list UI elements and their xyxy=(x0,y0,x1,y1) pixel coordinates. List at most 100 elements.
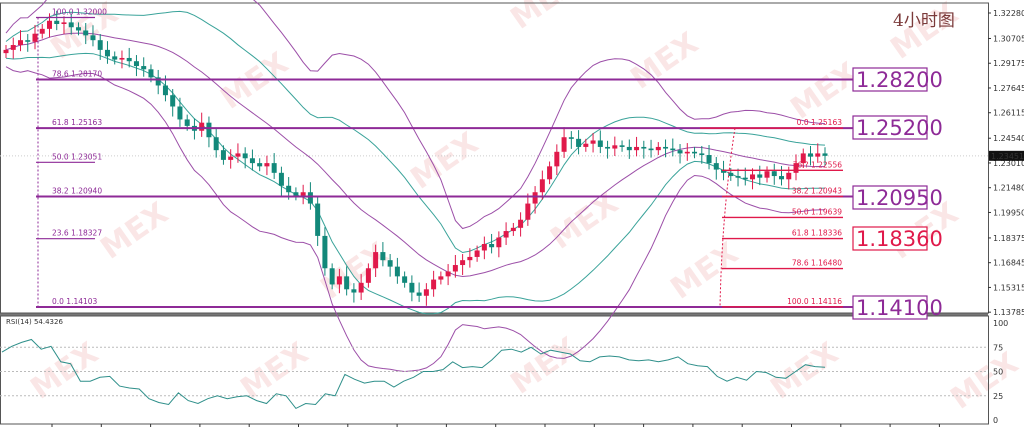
candle-body xyxy=(648,148,654,151)
candle-body xyxy=(460,260,466,266)
rsi-label: RSI(14) 54.4326 xyxy=(6,318,63,326)
candle-body xyxy=(663,146,669,149)
candle-body xyxy=(583,143,589,147)
candle-body xyxy=(525,203,531,220)
candle-body xyxy=(119,57,125,60)
watermark-logo: MEX xyxy=(505,0,585,37)
fib-right-label: 78.6 1.16480 xyxy=(792,259,842,268)
fib-right-label: 61.8 1.18336 xyxy=(792,229,842,238)
watermark-logo: MEX xyxy=(405,126,485,197)
candle-body xyxy=(481,244,487,251)
watermark-logo: MEX xyxy=(945,346,1024,417)
candle-body xyxy=(32,33,38,42)
candle-body xyxy=(764,171,770,178)
candle-body xyxy=(728,172,734,177)
candle-body xyxy=(126,57,132,62)
candle-body xyxy=(590,140,596,144)
candle-body xyxy=(503,231,509,238)
bollinger-inner-lower xyxy=(5,52,826,315)
watermark-logo: MEX xyxy=(95,196,175,267)
candle-body xyxy=(329,268,335,285)
candle-body xyxy=(351,289,357,293)
candle-body xyxy=(409,282,415,293)
price-tick-label: 1.29175 xyxy=(993,59,1024,68)
current-price-tag xyxy=(989,150,1024,161)
candle-body xyxy=(155,77,161,86)
rsi-tick-label: 0 xyxy=(993,416,998,425)
candle-body xyxy=(336,276,342,285)
rsi-tick-label: 50 xyxy=(993,368,1003,377)
candle-body xyxy=(605,146,611,149)
chart-title: 4小时图 xyxy=(893,11,955,31)
price-tick-label: 1.16845 xyxy=(993,259,1024,268)
candle-body xyxy=(199,122,205,131)
candle-body xyxy=(539,179,545,193)
candle-body xyxy=(684,151,690,154)
candle-body xyxy=(141,66,147,70)
price-tick-label: 1.30705 xyxy=(993,34,1024,43)
candle-body xyxy=(568,137,574,139)
candle-body xyxy=(815,153,821,157)
candle-body xyxy=(808,153,814,157)
candle-body xyxy=(692,151,698,154)
candle-body xyxy=(423,289,429,296)
fib-left-label: 0.0 1.14103 xyxy=(52,297,98,306)
candle-body xyxy=(547,166,553,180)
candle-body xyxy=(264,163,270,167)
candle-body xyxy=(68,22,74,28)
candle-body xyxy=(554,151,560,167)
bollinger-middle xyxy=(5,32,826,278)
candle-body xyxy=(576,138,582,147)
price-tick-label: 1.24540 xyxy=(993,134,1024,143)
candle-body xyxy=(619,145,625,147)
candle-body xyxy=(206,122,212,138)
fib-left-label: 23.6 1.18327 xyxy=(52,229,102,238)
candle-body xyxy=(532,192,538,204)
candle-body xyxy=(713,163,719,170)
key-level-box xyxy=(852,295,928,320)
candle-body xyxy=(779,176,785,180)
candle-body xyxy=(641,146,647,149)
candle-body xyxy=(387,260,393,267)
key-level-box xyxy=(852,115,928,140)
candle-body xyxy=(750,174,756,180)
candle-body xyxy=(474,250,480,257)
candle-body xyxy=(373,252,379,269)
candle-body xyxy=(721,169,727,173)
candle-body xyxy=(3,49,9,54)
fib-left-label: 100.0 1.32000 xyxy=(52,8,107,17)
candle-body xyxy=(184,119,190,126)
candle-body xyxy=(83,30,89,36)
fib-right-label: 50.0 1.19639 xyxy=(792,207,842,216)
candle-body xyxy=(438,276,444,280)
bollinger-inner-upper xyxy=(5,10,826,254)
candle-body xyxy=(39,28,45,34)
key-level-label: 1.28200 xyxy=(856,68,943,92)
candle-body xyxy=(445,271,451,277)
fib-left-label: 50.0 1.23051 xyxy=(52,152,102,161)
candle-body xyxy=(699,153,705,156)
price-tick-label: 1.23010 xyxy=(993,159,1024,168)
candle-body xyxy=(249,158,255,164)
key-level-label: 1.14100 xyxy=(856,296,943,320)
key-level-label: 1.20950 xyxy=(856,186,943,210)
key-level-label: 1.25200 xyxy=(856,116,943,140)
candle-body xyxy=(257,163,263,167)
candle-body xyxy=(742,177,748,180)
candle-body xyxy=(271,163,277,173)
candle-body xyxy=(735,176,741,178)
candle-body xyxy=(496,237,502,248)
candle-body xyxy=(634,146,640,151)
fib-left-label: 61.8 1.25163 xyxy=(52,118,102,127)
main-panel-frame xyxy=(0,2,989,314)
price-tick-label: 1.32280 xyxy=(993,9,1024,18)
candle-body xyxy=(170,95,176,107)
candle-body xyxy=(670,148,676,151)
candle-body xyxy=(561,137,567,152)
candle-body xyxy=(489,244,495,248)
fib-right-label: 0.0 1.25163 xyxy=(797,118,843,127)
candle-body xyxy=(46,20,52,29)
candle-body xyxy=(75,27,81,31)
candle-body xyxy=(293,192,299,196)
